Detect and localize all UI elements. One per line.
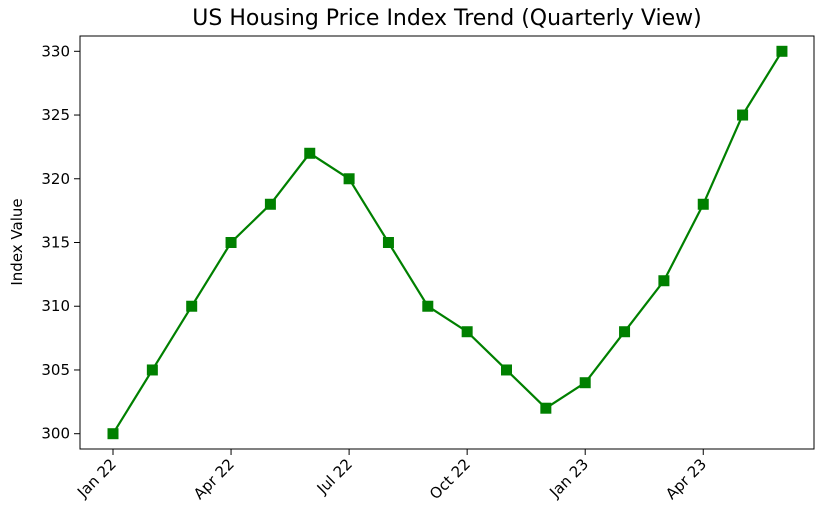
- data-point: [186, 300, 198, 312]
- data-point: [422, 300, 434, 312]
- data-point: [737, 109, 749, 121]
- data-point: [540, 402, 552, 414]
- data-point: [146, 364, 158, 376]
- x-tick-label: Oct 22: [426, 455, 474, 503]
- y-tick-label: 310: [41, 297, 70, 315]
- chart-title: US Housing Price Index Trend (Quarterly …: [192, 6, 701, 31]
- data-point: [501, 364, 512, 376]
- data-point: [776, 45, 788, 57]
- data-point: [579, 377, 591, 389]
- data-point: [697, 198, 709, 210]
- x-tick-label: Apr 22: [190, 455, 238, 503]
- y-axis-label: Index Value: [8, 198, 26, 285]
- data-point: [107, 428, 119, 440]
- plot-frame: [79, 35, 815, 450]
- data-point: [658, 275, 670, 287]
- x-tick-label: Jan 22: [73, 455, 120, 502]
- y-tick-label: 330: [41, 42, 70, 60]
- data-point: [343, 173, 355, 185]
- plot-area: 300 305 310 315 320 325 330 Jan 22 Apr 22 Jul 22 O…: [41, 35, 815, 503]
- x-tick-label: Jul 22: [313, 455, 356, 498]
- y-tick-label: 320: [41, 170, 70, 188]
- series-line: [112, 50, 783, 435]
- y-tick-label: 300: [41, 425, 70, 443]
- data-point: [382, 237, 394, 248]
- y-tick-label: 325: [41, 106, 70, 124]
- data-point: [225, 237, 237, 248]
- y-tick-label: 315: [41, 234, 70, 252]
- x-tick-label: Jan 23: [545, 455, 592, 502]
- data-point: [461, 326, 473, 338]
- data-point: [619, 326, 631, 338]
- data-point: [304, 147, 316, 159]
- y-tick-label: 305: [41, 361, 70, 379]
- x-tick-label: Apr 23: [662, 455, 710, 503]
- data-point: [264, 198, 276, 210]
